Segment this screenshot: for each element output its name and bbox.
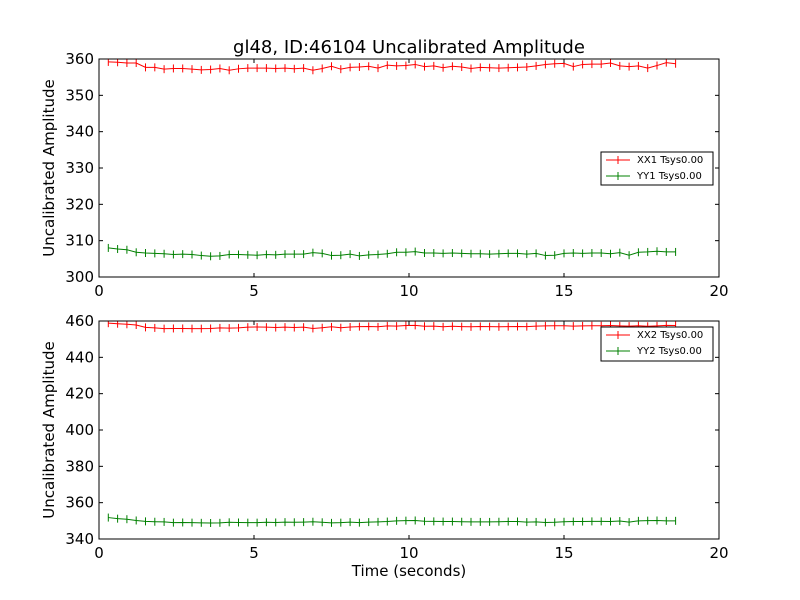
chart-title: gl48, ID:46104 Uncalibrated Amplitude [233, 37, 585, 58]
bottom-y-tick-label: 360 [65, 494, 94, 512]
top-y-tick-label: 310 [65, 232, 94, 250]
bottom-y-tick-label: 440 [65, 348, 94, 366]
bottom-plot-area: 0 5 10 15 20 340 360 380 400 420 440 460 [65, 312, 728, 562]
top-legend-label-yy1: YY1 Tsys0.00 [636, 171, 702, 182]
bottom-y-tick-label: 340 [65, 530, 94, 548]
bottom-y-tick-label: 400 [65, 421, 94, 439]
bottom-legend-box [600, 326, 714, 362]
bottom-x-tick-label: 15 [554, 544, 573, 562]
top-x-tick-label: 0 [94, 282, 104, 300]
bottom-legend-label-xx2: XX2 Tsys0.00 [637, 330, 703, 341]
bottom-y-tick-label: 380 [65, 457, 94, 475]
top-series-line-1 [108, 247, 676, 257]
top-y-tick-label: 330 [65, 159, 94, 177]
bottom-chart: Uncalibrated Amplitude Time (seconds) 0 5… [40, 312, 729, 580]
bottom-y-tick-label: 460 [65, 312, 94, 330]
top-y-tick-label: 360 [65, 50, 94, 68]
bottom-legend: XX2 Tsys0.00 YY2 Tsys0.00 [600, 326, 714, 362]
top-series-group [107, 59, 677, 261]
bottom-series-line-0 [108, 322, 676, 330]
bottom-x-tick-label: 0 [94, 544, 104, 562]
bottom-legend-label-yy2: YY2 Tsys0.00 [636, 346, 702, 357]
top-y-tick-label: 340 [65, 123, 94, 141]
top-x-tick-label: 10 [399, 282, 418, 300]
bottom-x-tick-label: 10 [399, 544, 418, 562]
top-y-tick-label: 300 [65, 268, 94, 286]
bottom-x-axis-label: Time (seconds) [351, 562, 467, 580]
top-legend-box [600, 151, 714, 186]
top-x-tick-label: 5 [249, 282, 259, 300]
top-legend-label-xx1: XX1 Tsys0.00 [637, 155, 703, 166]
top-series-line-0 [108, 61, 676, 71]
bottom-y-tick-label: 420 [65, 385, 94, 403]
top-y-axis-label: Uncalibrated Amplitude [40, 79, 58, 256]
top-chart: gl48, ID:46104 Uncalibrated Amplitude Un… [40, 37, 729, 300]
bottom-x-tick-label: 5 [249, 544, 259, 562]
top-legend: XX1 Tsys0.00 YY1 Tsys0.00 [600, 151, 714, 186]
bottom-y-axis-label: Uncalibrated Amplitude [40, 341, 58, 518]
top-y-tick-label: 350 [65, 86, 94, 104]
top-x-tick-label: 15 [554, 282, 573, 300]
bottom-x-tick-label: 20 [709, 544, 728, 562]
bottom-series-line-1 [108, 517, 676, 524]
top-x-tick-label: 20 [709, 282, 728, 300]
top-y-tick-label: 320 [65, 195, 94, 213]
top-plot-area: 0 5 10 15 20 300 310 320 330 340 350 360 [65, 50, 728, 300]
